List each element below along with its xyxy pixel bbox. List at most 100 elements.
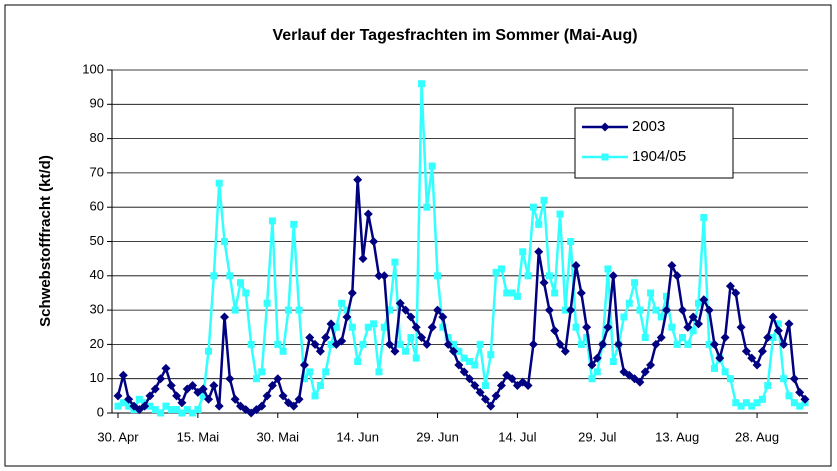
point bbox=[694, 299, 702, 307]
y-tick-label: 10 bbox=[90, 370, 104, 385]
point bbox=[300, 375, 308, 383]
point bbox=[267, 381, 277, 391]
point bbox=[620, 313, 628, 321]
point bbox=[380, 323, 388, 331]
legend-label: 1904/05 bbox=[632, 148, 686, 165]
point bbox=[172, 391, 182, 401]
point bbox=[507, 374, 517, 384]
point bbox=[700, 213, 708, 221]
point bbox=[601, 153, 609, 161]
point bbox=[369, 237, 379, 246]
point bbox=[204, 394, 214, 404]
point bbox=[167, 406, 175, 414]
point bbox=[641, 334, 649, 342]
point bbox=[551, 289, 559, 297]
point bbox=[150, 384, 160, 394]
legend: 2003 1904/05 bbox=[574, 107, 734, 179]
point bbox=[449, 346, 459, 356]
point bbox=[725, 281, 735, 291]
y-tick-label: 20 bbox=[90, 336, 104, 351]
point bbox=[545, 272, 553, 280]
x-tick-label: 15. Mai bbox=[177, 429, 220, 444]
x-tick-label: 29. Jul bbox=[578, 429, 616, 444]
point bbox=[354, 358, 362, 366]
point bbox=[705, 340, 713, 348]
point bbox=[492, 268, 500, 276]
point bbox=[636, 306, 644, 314]
point bbox=[683, 322, 693, 332]
point bbox=[560, 346, 570, 356]
y-tick-label: 60 bbox=[90, 199, 104, 214]
point bbox=[640, 367, 650, 377]
point bbox=[475, 387, 485, 397]
point bbox=[524, 272, 532, 280]
x-tick-label: 14. Jun bbox=[336, 429, 379, 444]
point bbox=[231, 306, 239, 314]
point bbox=[198, 384, 208, 394]
point bbox=[487, 351, 495, 359]
point bbox=[230, 394, 240, 404]
point bbox=[763, 333, 773, 343]
point bbox=[406, 312, 416, 322]
point bbox=[720, 333, 730, 343]
point bbox=[189, 409, 197, 417]
point bbox=[715, 353, 725, 363]
point bbox=[374, 271, 384, 281]
point bbox=[173, 406, 181, 414]
point bbox=[789, 374, 799, 384]
point bbox=[529, 203, 537, 211]
point bbox=[274, 340, 282, 348]
point bbox=[736, 322, 746, 332]
point bbox=[225, 374, 235, 384]
point bbox=[625, 299, 633, 307]
point bbox=[790, 399, 798, 407]
point bbox=[773, 326, 783, 336]
point bbox=[561, 306, 569, 314]
point bbox=[540, 196, 548, 204]
x-tick-label: 13. Aug bbox=[655, 429, 699, 444]
point bbox=[321, 333, 331, 343]
point bbox=[183, 406, 191, 414]
point bbox=[556, 210, 564, 218]
point bbox=[412, 354, 420, 362]
point bbox=[747, 353, 757, 363]
point bbox=[236, 279, 244, 287]
point bbox=[194, 406, 202, 414]
point bbox=[401, 305, 411, 315]
x-tick-label: 29. Jun bbox=[416, 429, 459, 444]
x-tick-label: 14. Jul bbox=[498, 429, 536, 444]
point bbox=[710, 364, 718, 372]
point bbox=[125, 402, 133, 410]
point bbox=[273, 374, 283, 384]
point bbox=[598, 339, 608, 349]
point bbox=[417, 333, 427, 343]
point bbox=[114, 402, 122, 410]
point bbox=[726, 375, 734, 383]
point bbox=[667, 261, 677, 271]
point bbox=[423, 203, 431, 211]
point bbox=[370, 320, 378, 328]
point bbox=[205, 347, 213, 355]
point bbox=[438, 312, 448, 322]
point bbox=[199, 392, 207, 400]
point bbox=[220, 312, 230, 322]
point bbox=[215, 179, 223, 187]
point bbox=[721, 368, 729, 376]
point bbox=[278, 391, 288, 401]
point bbox=[528, 339, 538, 349]
point bbox=[157, 409, 165, 417]
point bbox=[145, 391, 155, 401]
x-tick-label: 30. Mai bbox=[256, 429, 299, 444]
y-axis-label: Schwebstofffracht (kt/d) bbox=[37, 155, 54, 327]
point bbox=[263, 299, 271, 307]
point bbox=[737, 402, 745, 410]
point bbox=[316, 382, 324, 390]
point bbox=[391, 258, 399, 266]
point bbox=[140, 401, 150, 411]
point bbox=[768, 312, 778, 322]
point bbox=[427, 322, 437, 332]
point bbox=[289, 401, 299, 411]
point bbox=[614, 339, 624, 349]
point bbox=[668, 323, 676, 331]
point bbox=[177, 398, 187, 408]
